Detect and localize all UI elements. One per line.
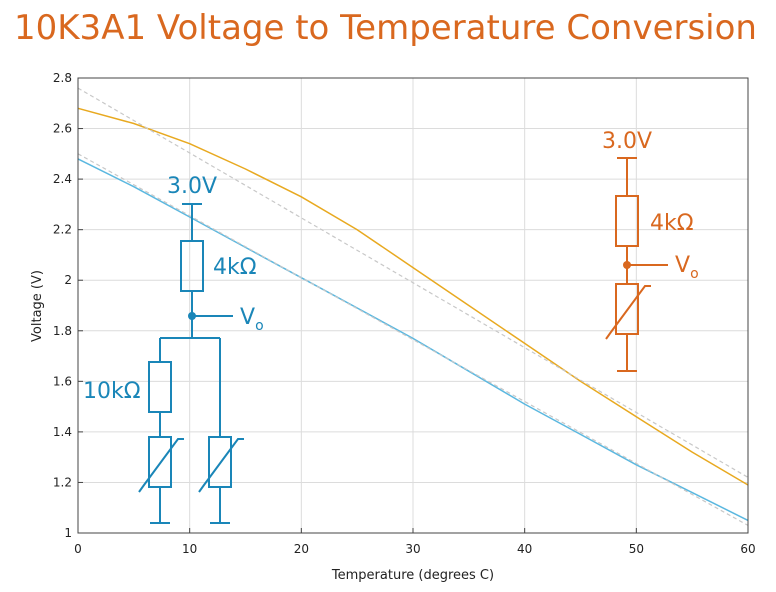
- x-tick-label: 40: [517, 542, 532, 556]
- left-circuit-diagram: [138, 203, 244, 524]
- left-supply-label: 3.0V: [167, 174, 217, 199]
- left-thermistor-a-slash: [138, 438, 184, 493]
- left-parallel-resistor-label: 10kΩ: [83, 379, 141, 404]
- series-group: [77, 87, 749, 526]
- y-tick-label: 2.6: [53, 122, 72, 136]
- right-output-node: [623, 261, 631, 269]
- y-tick-label: 1.4: [53, 425, 72, 439]
- axis-ticks: 0 10 20 30 40 50 60 1 1.2 1.4 1.6 1.8 2 2.2 2.4 2.6 2.8: [53, 71, 756, 556]
- left-parallel-resistor: [148, 361, 172, 413]
- y-tick-label: 1.6: [53, 374, 72, 388]
- left-resistor: [180, 240, 204, 292]
- right-resistor: [615, 195, 639, 247]
- left-resistor-label: 4kΩ: [213, 255, 257, 280]
- right-circuit-diagram: [605, 157, 668, 372]
- left-output-node: [188, 312, 196, 320]
- left-output-label: Vo: [240, 305, 264, 334]
- series-line-3: [77, 153, 749, 526]
- series-line-0: [77, 107, 749, 486]
- right-resistor-label: 4kΩ: [650, 211, 694, 236]
- y-tick-label: 1.2: [53, 475, 72, 489]
- series-line-2: [77, 158, 749, 522]
- y-tick-label: 2.8: [53, 71, 72, 85]
- x-tick-label: 30: [405, 542, 420, 556]
- y-tick-label: 2: [64, 273, 72, 287]
- x-tick-label: 60: [740, 542, 755, 556]
- y-tick-label: 1.8: [53, 324, 72, 338]
- x-tick-label: 50: [629, 542, 644, 556]
- y-tick-label: 1: [64, 526, 72, 540]
- right-output-label: Vo: [675, 253, 699, 282]
- x-tick-label: 0: [74, 542, 82, 556]
- y-tick-label: 2.2: [53, 223, 72, 237]
- right-thermistor-slash: [605, 285, 651, 340]
- y-tick-label: 2.4: [53, 172, 72, 186]
- series-line-1: [77, 87, 749, 478]
- x-axis-label: Temperature (degrees C): [331, 568, 494, 583]
- right-supply-label: 3.0V: [602, 129, 652, 154]
- x-tick-label: 10: [182, 542, 197, 556]
- chart-title: 10K3A1 Voltage to Temperature Conversion: [14, 8, 757, 48]
- x-tick-label: 20: [294, 542, 309, 556]
- y-axis-label: Voltage (V): [30, 270, 45, 342]
- left-thermistor-b-slash: [198, 438, 244, 493]
